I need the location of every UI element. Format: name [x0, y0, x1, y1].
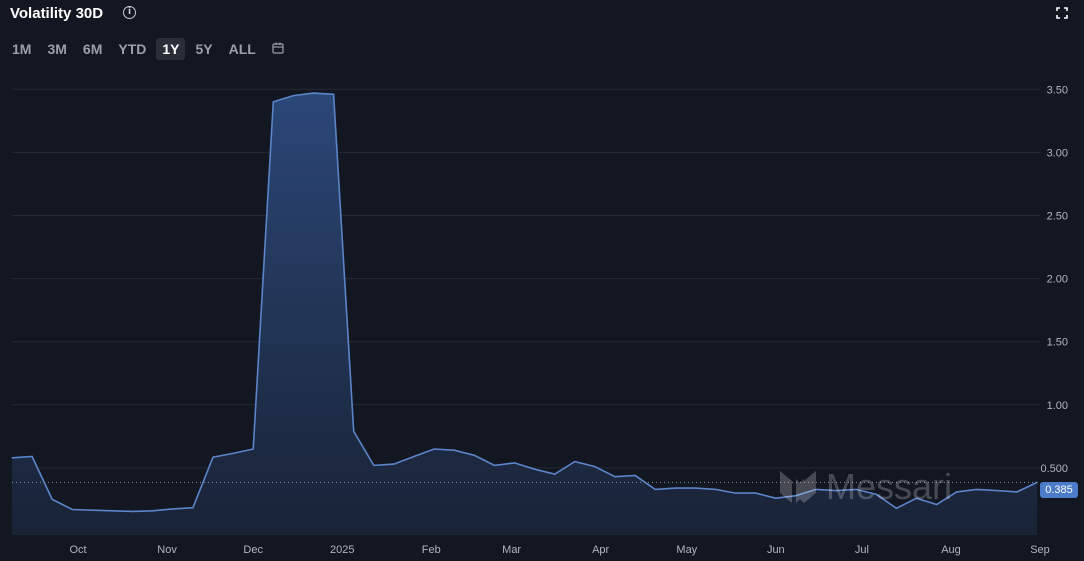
x-tick-label: Sep: [1030, 544, 1050, 556]
x-tick-label: Aug: [941, 544, 961, 556]
x-tick-label: May: [676, 544, 697, 556]
data-point: [312, 92, 315, 94]
y-axis: 0.500 1.00 1.50 2.00 2.50 3.00 3.50: [1040, 84, 1068, 475]
y-tick-label: 2.50: [1047, 211, 1068, 223]
y-tick-label: 3.00: [1047, 147, 1068, 159]
data-point: [875, 493, 877, 496]
y-tick-label: 3.50: [1047, 84, 1068, 96]
y-tick-label: 0.500: [1040, 463, 1068, 475]
data-point: [51, 498, 53, 501]
data-point: [71, 508, 73, 511]
data-point: [292, 95, 295, 97]
x-tick-label: Feb: [422, 544, 441, 556]
calendar-icon[interactable]: [272, 42, 284, 54]
data-point: [111, 510, 114, 512]
y-tick-label: 1.00: [1047, 400, 1068, 412]
x-axis: Oct Nov Dec 2025 Feb Mar Apr May Jun Jul Aug Sep: [69, 544, 1049, 556]
messari-watermark: Messari: [778, 466, 952, 508]
data-point: [91, 509, 94, 511]
data-point: [31, 455, 33, 458]
data-point: [634, 474, 636, 477]
data-point: [594, 466, 596, 468]
info-icon[interactable]: i: [123, 6, 136, 19]
data-point: [674, 487, 676, 489]
x-tick-label: Apr: [592, 544, 609, 556]
data-point: [373, 464, 375, 466]
data-point: [815, 488, 817, 490]
x-tick-label: Jul: [855, 544, 869, 556]
y-tick-label: 2.00: [1047, 274, 1068, 286]
range-selector: 1M 3M 6M YTD 1Y 5Y ALL: [6, 38, 284, 60]
range-1y[interactable]: 1Y: [156, 38, 186, 60]
x-tick-label: Oct: [69, 544, 86, 556]
data-point: [473, 454, 475, 456]
data-point: [835, 490, 837, 492]
data-point: [775, 497, 777, 499]
data-point: [1016, 491, 1018, 493]
data-point: [212, 456, 214, 458]
range-6m[interactable]: 6M: [82, 41, 103, 57]
data-point: [132, 510, 134, 513]
x-tick-label: 2025: [330, 544, 354, 556]
data-point: [11, 457, 13, 459]
data-point: [735, 492, 737, 494]
x-tick-label: Jun: [767, 544, 785, 556]
data-point: [534, 468, 536, 470]
x-tick-label: Nov: [157, 544, 177, 556]
range-ytd[interactable]: YTD: [118, 41, 147, 57]
grid-lines: [12, 88, 1040, 469]
data-point: [654, 488, 656, 490]
data-point: [493, 464, 496, 466]
y-tick-label: 1.50: [1047, 337, 1068, 349]
area-layer: [11, 92, 1040, 535]
expand-icon[interactable]: [1056, 7, 1068, 19]
data-point: [152, 510, 154, 512]
data-point: [956, 491, 958, 493]
data-point: [192, 507, 194, 509]
data-point: [413, 455, 415, 458]
range-all[interactable]: ALL: [228, 41, 256, 57]
data-point: [574, 460, 576, 463]
data-point: [513, 462, 516, 464]
range-3m[interactable]: 3M: [47, 41, 67, 57]
data-point: [252, 448, 254, 450]
data-point: [393, 463, 395, 465]
range-1m[interactable]: 1M: [12, 41, 32, 57]
x-tick-label: Mar: [502, 544, 521, 556]
data-point: [915, 497, 918, 499]
data-point: [936, 503, 938, 506]
data-point: [232, 452, 234, 454]
chart-title: Volatility 30D: [10, 5, 104, 22]
data-point: [895, 507, 898, 509]
range-5y[interactable]: 5Y: [195, 41, 213, 57]
data-point: [272, 101, 274, 103]
data-point: [554, 473, 556, 475]
current-value-tag: 0.385: [1040, 482, 1078, 498]
data-point: [694, 487, 697, 489]
x-tick-label: Dec: [243, 544, 263, 556]
data-point: [333, 93, 335, 95]
data-point: [614, 476, 616, 478]
data-point: [453, 449, 455, 451]
data-point: [976, 488, 978, 490]
area-fill: [12, 93, 1038, 535]
data-point: [172, 508, 174, 510]
data-point: [433, 448, 435, 450]
data-point: [714, 488, 717, 490]
data-point: [795, 495, 797, 497]
messari-logo-icon: [780, 471, 816, 503]
data-point: [353, 430, 355, 432]
data-point: [855, 488, 857, 490]
data-point: [755, 492, 757, 494]
data-point: [996, 490, 998, 492]
volatility-line: [11, 92, 1038, 513]
